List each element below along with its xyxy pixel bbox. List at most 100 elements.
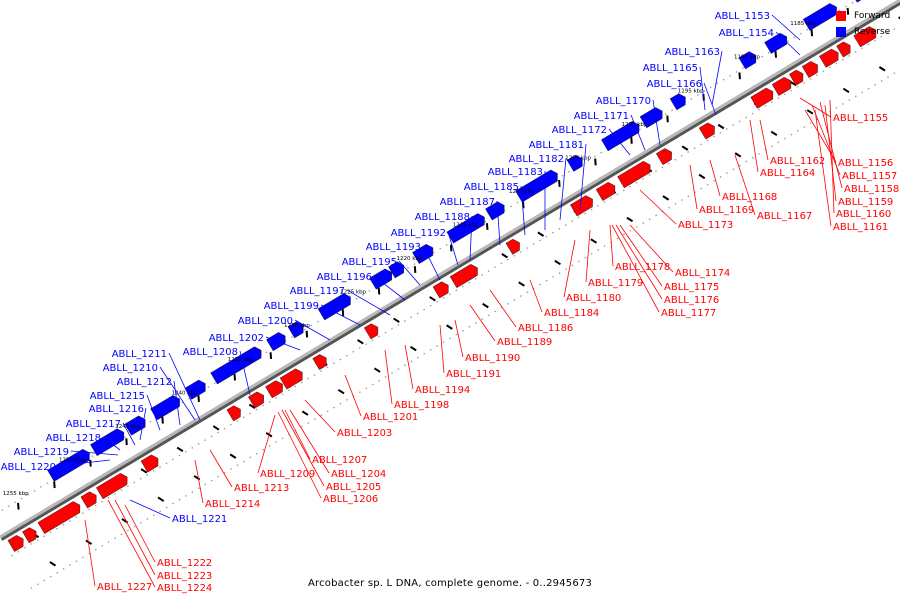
reverse-gene-label-leader [422, 245, 441, 281]
forward-gene-label: ABLL_1156 [838, 158, 893, 169]
forward-gene-label-leader [489, 289, 517, 328]
reverse-gene-label: ABLL_1210 [103, 363, 158, 374]
axis-tick [681, 145, 689, 151]
reverse-gene-label-leader [630, 114, 646, 151]
axis-tick [662, 195, 670, 201]
reverse-gene-label-leader [320, 304, 361, 326]
forward-gene-label-leader [759, 119, 769, 161]
forward-gene-label-leader [611, 224, 660, 313]
reverse-gene-feature [515, 169, 558, 203]
reverse-gene-feature [601, 121, 640, 152]
forward-gene-feature [80, 491, 97, 509]
forward-gene-label-leader [629, 224, 674, 273]
kbp-tick-label: 1255 kbp [3, 491, 29, 497]
forward-gene-feature [570, 195, 593, 217]
axis-tick [373, 367, 381, 373]
reverse-gene-label: ABLL_1171 [574, 111, 629, 122]
reverse-gene-label-leader [139, 407, 147, 441]
kbp-tick-label: 1210 kbp [509, 189, 535, 195]
reverse-gene-label-leader [608, 128, 631, 156]
forward-gene-label: ABLL_1213 [234, 483, 289, 494]
reverse-gene-label: ABLL_1187 [440, 197, 495, 208]
reverse-gene-label: ABLL_1163 [665, 47, 720, 58]
reverse-gene-label: ABLL_1170 [596, 96, 651, 107]
forward-gene-feature [505, 238, 520, 255]
reverse-gene-feature [639, 107, 663, 129]
forward-gene-feature [140, 454, 159, 473]
forward-gene-label: ABLL_1206 [323, 494, 378, 505]
reverse-gene-label-leader [652, 99, 661, 146]
reverse-gene-label-leader [265, 336, 301, 351]
forward-gene-label: ABLL_1162 [770, 156, 825, 167]
forward-gene-label-leader [615, 224, 663, 300]
guide-dotted-line [30, 69, 900, 590]
forward-gene-label-leader [107, 499, 156, 588]
forward-gene-label: ABLL_1173 [678, 220, 733, 231]
reverse-gene-label: ABLL_1193 [366, 242, 421, 253]
forward-gene-feature [95, 473, 128, 500]
axis-tick [734, 152, 742, 158]
reverse-gene-label: ABLL_1208 [183, 347, 238, 358]
kbp-tick-label: 1220 kbp [397, 256, 423, 262]
gene-features-layer [7, 0, 877, 552]
forward-gene-label: ABLL_1186 [518, 323, 573, 334]
axis-line [0, 0, 900, 539]
reverse-gene-feature [855, 0, 862, 3]
forward-gene-label: ABLL_1164 [760, 168, 815, 179]
reverse-gene-label-leader [447, 231, 459, 266]
forward-gene-label: ABLL_1174 [675, 268, 730, 279]
axis-tick [770, 130, 778, 137]
forward-gene-feature [819, 48, 839, 68]
forward-gene-label: ABLL_1201 [363, 412, 418, 423]
axis-tick [501, 253, 509, 259]
reverse-gene-label: ABLL_1185 [464, 182, 519, 193]
forward-gene-label: ABLL_1222 [157, 558, 212, 569]
reverse-gene-feature [388, 261, 405, 279]
forward-gene-label-leader [84, 519, 96, 587]
reverse-gene-label: ABLL_1219 [14, 447, 69, 458]
forward-gene-label-leader [639, 189, 677, 225]
reverse-gene-feature [738, 51, 757, 70]
axis-tick [590, 238, 598, 244]
forward-gene-feature [432, 281, 449, 299]
forward-gene-label-leader [814, 109, 832, 227]
reverse-gene-label-leader [703, 82, 717, 116]
forward-gene-label: ABLL_1158 [844, 184, 899, 195]
kbp-tick-label: 1225 kbp [340, 290, 366, 296]
reverse-gene-feature [266, 332, 286, 352]
axis-tick [393, 317, 400, 323]
reverse-gene-label-leader [57, 459, 111, 467]
forward-gene-label-leader [304, 399, 336, 433]
reverse-gene-label-leader [146, 394, 161, 431]
reverse-gene-label-leader [559, 157, 567, 221]
reverse-gene-feature [287, 321, 304, 339]
axis-tick [140, 468, 148, 474]
forward-gene-label-leader [529, 279, 543, 313]
forward-gene-feature [617, 160, 651, 189]
reverse-gene-label: ABLL_1196 [317, 272, 372, 283]
kbp-tick-label: 1235 kbp [228, 357, 254, 363]
forward-gene-label-leader [609, 224, 614, 267]
legend: Forward Reverse [836, 8, 900, 42]
reverse-gene-label-leader [168, 352, 201, 421]
forward-gene-label-leader [734, 154, 756, 216]
forward-gene-label-leader [689, 164, 698, 210]
kbp-tick-label: 1230 kbp [284, 323, 310, 329]
legend-label-forward: Forward [854, 11, 891, 21]
forward-gene-feature [37, 501, 81, 535]
axis-shadow [0, 1, 900, 541]
reverse-gene-label: ABLL_1192 [391, 228, 446, 239]
forward-gene-feature [595, 182, 616, 201]
forward-gene-feature [279, 368, 303, 390]
kbp-tick-label: 1185 kbp [790, 21, 816, 27]
forward-gene-label-leader [194, 459, 204, 504]
reverse-gene-feature [669, 93, 686, 111]
reverse-gene-label: ABLL_1215 [90, 391, 145, 402]
reverse-gene-label-leader [346, 289, 391, 316]
forward-gene-feature [655, 148, 672, 166]
forward-gene-label-leader [709, 159, 721, 197]
forward-gene-label-leader [257, 414, 276, 474]
forward-gene-feature [22, 527, 37, 544]
